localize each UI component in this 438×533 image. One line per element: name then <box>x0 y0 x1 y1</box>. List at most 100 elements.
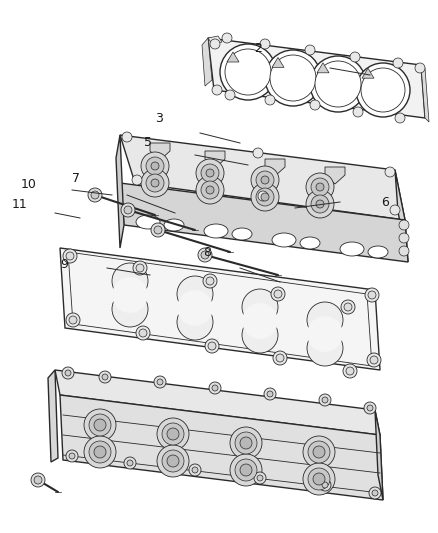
Circle shape <box>260 39 270 49</box>
Circle shape <box>209 382 221 394</box>
Circle shape <box>112 263 148 299</box>
Circle shape <box>230 454 262 486</box>
Circle shape <box>265 95 275 105</box>
Circle shape <box>415 63 425 73</box>
Ellipse shape <box>340 242 364 256</box>
Circle shape <box>365 288 379 302</box>
Circle shape <box>225 49 271 95</box>
Circle shape <box>372 490 378 496</box>
Circle shape <box>121 203 135 217</box>
Circle shape <box>367 353 381 367</box>
Polygon shape <box>395 170 408 262</box>
Circle shape <box>313 446 325 458</box>
Circle shape <box>66 450 78 462</box>
Circle shape <box>212 385 218 391</box>
Circle shape <box>264 388 276 400</box>
Circle shape <box>154 376 166 388</box>
Polygon shape <box>202 38 212 86</box>
Circle shape <box>344 303 352 311</box>
Ellipse shape <box>368 246 388 258</box>
Circle shape <box>310 100 320 110</box>
Circle shape <box>141 169 169 197</box>
Circle shape <box>122 132 132 142</box>
Circle shape <box>303 436 335 468</box>
Circle shape <box>151 223 165 237</box>
Circle shape <box>65 370 71 376</box>
Circle shape <box>177 304 213 340</box>
Circle shape <box>127 460 133 466</box>
Circle shape <box>274 290 282 298</box>
Ellipse shape <box>136 215 160 229</box>
Ellipse shape <box>164 219 184 231</box>
Polygon shape <box>272 58 284 67</box>
Polygon shape <box>375 410 383 500</box>
Circle shape <box>89 414 111 436</box>
Circle shape <box>370 356 378 364</box>
Circle shape <box>94 419 106 431</box>
Circle shape <box>240 464 252 476</box>
Circle shape <box>235 432 257 454</box>
Circle shape <box>356 63 410 117</box>
Circle shape <box>66 252 74 260</box>
Text: 6: 6 <box>381 196 389 208</box>
Circle shape <box>306 173 334 201</box>
Circle shape <box>167 455 179 467</box>
Circle shape <box>256 171 274 189</box>
Circle shape <box>201 251 209 259</box>
Circle shape <box>94 446 106 458</box>
Circle shape <box>230 427 262 459</box>
Text: 5: 5 <box>144 136 152 149</box>
Circle shape <box>256 188 274 206</box>
Circle shape <box>367 405 373 411</box>
Circle shape <box>196 176 224 204</box>
Circle shape <box>99 371 111 383</box>
Circle shape <box>206 186 214 194</box>
Polygon shape <box>208 36 222 44</box>
Circle shape <box>322 482 328 488</box>
Circle shape <box>319 394 331 406</box>
Polygon shape <box>60 248 380 370</box>
Circle shape <box>369 487 381 499</box>
Circle shape <box>88 188 102 202</box>
Polygon shape <box>120 135 405 220</box>
Circle shape <box>34 476 42 484</box>
Circle shape <box>91 191 99 199</box>
Circle shape <box>167 428 179 440</box>
Ellipse shape <box>204 224 228 238</box>
Circle shape <box>242 303 278 339</box>
Circle shape <box>313 473 325 485</box>
Circle shape <box>261 193 269 201</box>
Circle shape <box>353 107 363 117</box>
Ellipse shape <box>272 233 296 247</box>
Circle shape <box>69 453 75 459</box>
Circle shape <box>322 397 328 403</box>
Circle shape <box>368 291 376 299</box>
Circle shape <box>222 33 232 43</box>
Circle shape <box>265 50 321 106</box>
Circle shape <box>157 379 163 385</box>
Circle shape <box>308 468 330 490</box>
Circle shape <box>136 264 144 272</box>
Circle shape <box>343 364 357 378</box>
Polygon shape <box>120 183 408 262</box>
Circle shape <box>308 441 330 463</box>
Circle shape <box>258 191 268 201</box>
Circle shape <box>177 276 213 312</box>
Circle shape <box>212 85 222 95</box>
Circle shape <box>196 159 224 187</box>
Circle shape <box>319 479 331 491</box>
Circle shape <box>242 317 278 353</box>
Circle shape <box>235 459 257 481</box>
Polygon shape <box>227 52 239 62</box>
Circle shape <box>112 291 148 327</box>
Circle shape <box>198 248 212 262</box>
Polygon shape <box>265 159 285 176</box>
Polygon shape <box>317 63 329 73</box>
Circle shape <box>157 418 189 450</box>
Circle shape <box>315 61 361 107</box>
Polygon shape <box>60 395 383 500</box>
Circle shape <box>399 246 409 256</box>
Circle shape <box>267 391 273 397</box>
Circle shape <box>251 166 279 194</box>
Circle shape <box>271 287 285 301</box>
